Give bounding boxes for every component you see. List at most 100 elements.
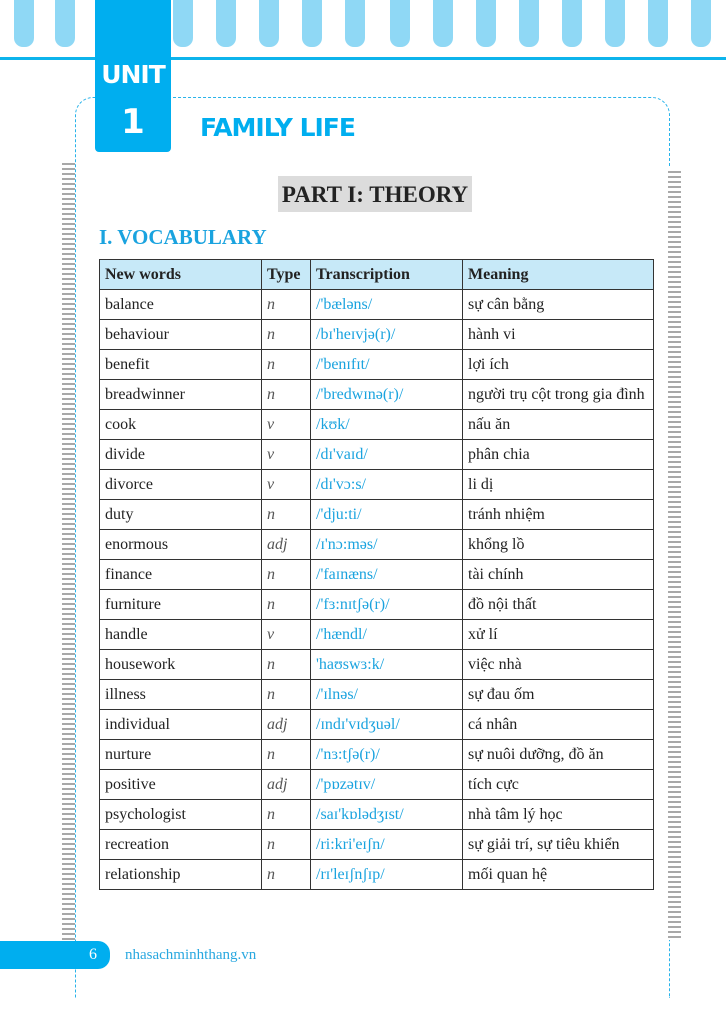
vocabulary-table: New words Type Transcription Meaning bal… bbox=[99, 259, 654, 890]
header-meaning: Meaning bbox=[462, 259, 654, 290]
cell-transcription: /'bæləns/ bbox=[310, 289, 463, 320]
cell-meaning: người trụ cột trong gia đình bbox=[462, 379, 654, 410]
cell-meaning: sự giải trí, sự tiêu khiển bbox=[462, 829, 654, 860]
unit-number: 1 bbox=[121, 102, 145, 142]
cell-word: relationship bbox=[99, 859, 262, 890]
binder-tab bbox=[345, 0, 365, 47]
table-row: balance n/'bæləns/sự cân bằng bbox=[99, 289, 654, 320]
cell-transcription: /dɪ'vɔ:s/ bbox=[310, 469, 463, 500]
cell-meaning: tránh nhiệm bbox=[462, 499, 654, 530]
cell-word: nurture bbox=[99, 739, 262, 770]
cell-type: n bbox=[261, 349, 311, 380]
cell-type: n bbox=[261, 679, 311, 710]
cell-meaning: sự cân bằng bbox=[462, 289, 654, 320]
table-row: finance n/'faɪnæns/tài chính bbox=[99, 559, 654, 590]
table-row: behaviour n/bɪ'heɪvjə(r)/hành vi bbox=[99, 319, 654, 350]
cell-transcription: /'ɪlnəs/ bbox=[310, 679, 463, 710]
cell-meaning: khổng lồ bbox=[462, 529, 654, 560]
cell-meaning: sự đau ốm bbox=[462, 679, 654, 710]
binder-tab bbox=[259, 0, 279, 47]
cell-type: n bbox=[261, 319, 311, 350]
cell-word: psychologist bbox=[99, 799, 262, 830]
table-row: housework n'haʊswɜ:k/việc nhà bbox=[99, 649, 654, 680]
unit-label: UNIT bbox=[101, 60, 166, 89]
cell-meaning: cá nhân bbox=[462, 709, 654, 740]
binder-tab bbox=[216, 0, 236, 47]
cell-transcription: /kʊk/ bbox=[310, 409, 463, 440]
section-title: I. VOCABULARY bbox=[99, 225, 267, 249]
cell-meaning: xử lí bbox=[462, 619, 654, 650]
cell-word: handle bbox=[99, 619, 262, 650]
cell-type: n bbox=[261, 799, 311, 830]
table-row: duty n/'dju:ti/tránh nhiệm bbox=[99, 499, 654, 530]
binder-tab bbox=[390, 0, 410, 47]
cell-meaning: lợi ích bbox=[462, 349, 654, 380]
cell-meaning: tài chính bbox=[462, 559, 654, 590]
table-row: benefit n/'benɪfɪt/lợi ích bbox=[99, 349, 654, 380]
unit-title: FAMILY LIFE bbox=[200, 113, 356, 142]
cell-type: n bbox=[261, 379, 311, 410]
cell-word: illness bbox=[99, 679, 262, 710]
binder-tab bbox=[302, 0, 322, 47]
binder-tab bbox=[691, 0, 711, 47]
table-row: divorce v/dɪ'vɔ:s/li dị bbox=[99, 469, 654, 500]
cell-transcription: /'benɪfɪt/ bbox=[310, 349, 463, 380]
cell-word: divide bbox=[99, 439, 262, 470]
table-row: recreation n/ri:kri'eɪʃn/sự giải trí, sự … bbox=[99, 829, 654, 860]
table-row: breadwinner n/'bredwɪnə(r)/người trụ cột … bbox=[99, 379, 654, 410]
website-link[interactable]: nhasachminhthang.vn bbox=[125, 947, 257, 963]
header-new-words: New words bbox=[99, 259, 262, 290]
cell-type: v bbox=[261, 409, 311, 440]
cell-meaning: nấu ăn bbox=[462, 409, 654, 440]
cell-type: v bbox=[261, 619, 311, 650]
cell-word: positive bbox=[99, 769, 262, 800]
cell-word: cook bbox=[99, 409, 262, 440]
cell-type: n bbox=[261, 289, 311, 320]
table-row: enormous adj/ɪ'nɔ:məs/khổng lồ bbox=[99, 529, 654, 560]
cell-meaning: phân chia bbox=[462, 439, 654, 470]
table-row: divide v/dɪ'vaɪd/phân chia bbox=[99, 439, 654, 470]
table-row: nurture n/'nɜ:tʃə(r)/sự nuôi dưỡng, đồ ăn bbox=[99, 739, 654, 770]
table-header-row: New words Type Transcription Meaning bbox=[99, 259, 654, 290]
page-number: 6 bbox=[0, 941, 110, 969]
left-ruler bbox=[62, 160, 75, 940]
cell-type: n bbox=[261, 829, 311, 860]
part-title: PART I: THEORY bbox=[278, 176, 472, 212]
cell-type: n bbox=[261, 859, 311, 890]
cell-type: adj bbox=[261, 529, 311, 560]
table-row: furniture n/'fɜ:nɪtʃə(r)/đồ nội thất bbox=[99, 589, 654, 620]
cell-type: n bbox=[261, 499, 311, 530]
binder-tab bbox=[519, 0, 539, 47]
cell-transcription: /saɪ'kɒlədʒɪst/ bbox=[310, 799, 463, 830]
cell-transcription: /'hændl/ bbox=[310, 619, 463, 650]
binder-tab bbox=[14, 0, 34, 47]
cell-type: n bbox=[261, 559, 311, 590]
cell-meaning: tích cực bbox=[462, 769, 654, 800]
cell-meaning: đồ nội thất bbox=[462, 589, 654, 620]
cell-meaning: nhà tâm lý học bbox=[462, 799, 654, 830]
cell-word: housework bbox=[99, 649, 262, 680]
cell-transcription: /ɪndɪ'vɪdʒuəl/ bbox=[310, 709, 463, 740]
cell-transcription: /ɪ'nɔ:məs/ bbox=[310, 529, 463, 560]
cell-word: behaviour bbox=[99, 319, 262, 350]
cell-word: individual bbox=[99, 709, 262, 740]
cell-meaning: mối quan hệ bbox=[462, 859, 654, 890]
binder-tab bbox=[55, 0, 75, 47]
cell-word: benefit bbox=[99, 349, 262, 380]
cell-transcription: /rɪ'leɪʃnʃɪp/ bbox=[310, 859, 463, 890]
cell-transcription: /'nɜ:tʃə(r)/ bbox=[310, 739, 463, 770]
cell-type: n bbox=[261, 589, 311, 620]
cell-type: v bbox=[261, 439, 311, 470]
header-type: Type bbox=[261, 259, 311, 290]
cell-transcription: /'faɪnæns/ bbox=[310, 559, 463, 590]
table-row: individual adj/ɪndɪ'vɪdʒuəl/cá nhân bbox=[99, 709, 654, 740]
right-ruler bbox=[668, 168, 681, 940]
cell-transcription: /'bredwɪnə(r)/ bbox=[310, 379, 463, 410]
cell-word: duty bbox=[99, 499, 262, 530]
binder-tab bbox=[605, 0, 625, 47]
cell-type: v bbox=[261, 469, 311, 500]
table-row: psychologist n/saɪ'kɒlədʒɪst/nhà tâm lý h… bbox=[99, 799, 654, 830]
table-row: handle v/'hændl/xử lí bbox=[99, 619, 654, 650]
binder-tab bbox=[476, 0, 496, 47]
top-divider bbox=[0, 57, 726, 60]
